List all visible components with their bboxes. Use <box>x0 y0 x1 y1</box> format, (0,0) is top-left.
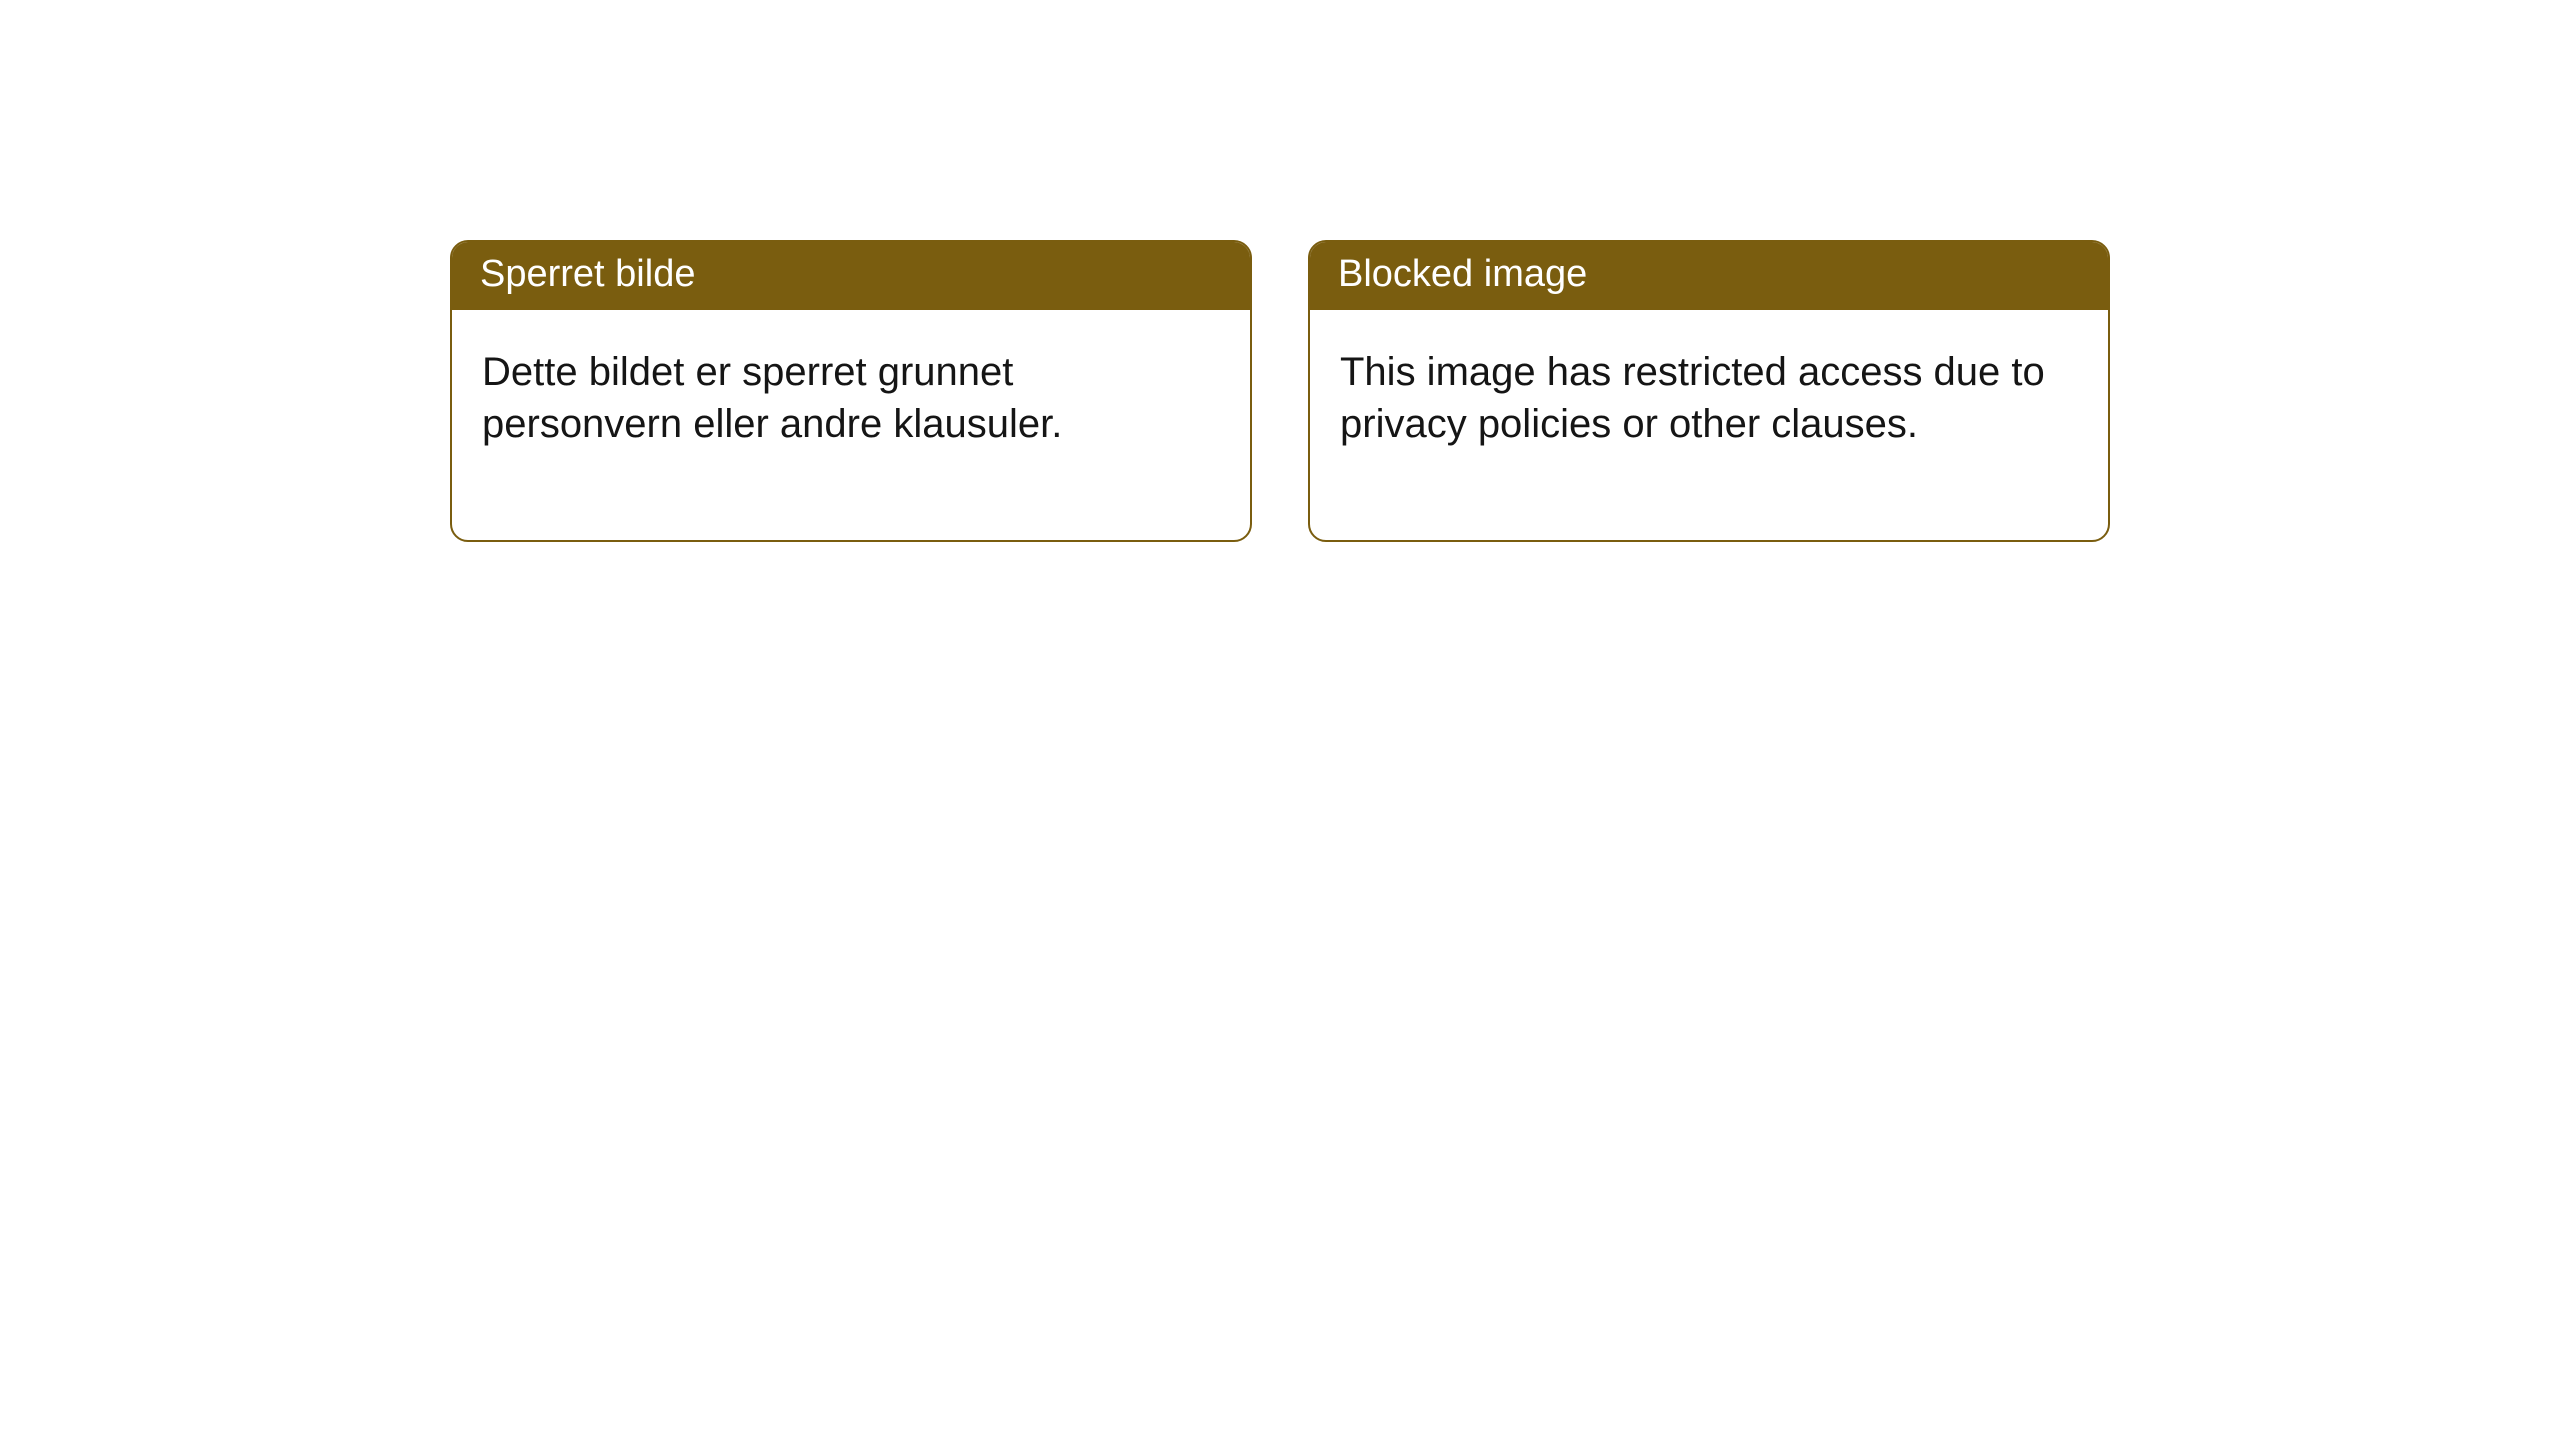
blocked-image-card-en: Blocked image This image has restricted … <box>1308 240 2110 542</box>
card-body: This image has restricted access due to … <box>1310 310 2108 540</box>
cards-container: Sperret bilde Dette bildet er sperret gr… <box>0 0 2560 542</box>
card-header: Blocked image <box>1310 242 2108 310</box>
card-header: Sperret bilde <box>452 242 1250 310</box>
card-body: Dette bildet er sperret grunnet personve… <box>452 310 1250 540</box>
blocked-image-card-no: Sperret bilde Dette bildet er sperret gr… <box>450 240 1252 542</box>
